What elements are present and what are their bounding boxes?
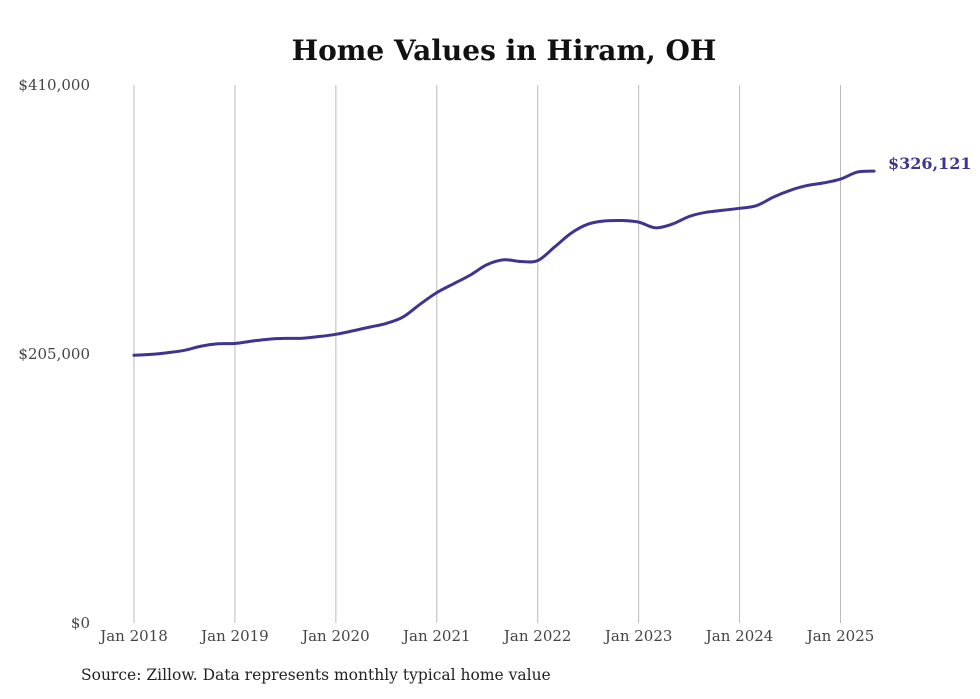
- x-tick-label: Jan 2023: [603, 627, 673, 645]
- x-tick-label: Jan 2024: [704, 627, 774, 645]
- x-tick-label: Jan 2020: [300, 627, 370, 645]
- x-tick-label: Jan 2022: [502, 627, 572, 645]
- y-tick-label: $0: [71, 614, 90, 632]
- x-tick-label: Jan 2025: [805, 627, 875, 645]
- source-note: Source: Zillow. Data represents monthly …: [81, 666, 551, 684]
- x-axis-ticks: Jan 2018 Jan 2019 Jan 2020 Jan 2021 Jan 2022…: [98, 627, 874, 645]
- x-tick-label: Jan 2018: [98, 627, 168, 645]
- x-tick-label: Jan 2019: [199, 627, 269, 645]
- y-tick-label: $410,000: [18, 76, 90, 94]
- gridlines: [133, 85, 841, 623]
- series-end-label: $326,121: [888, 154, 972, 173]
- x-tick-label: Jan 2021: [401, 627, 471, 645]
- chart-title: Home Values in Hiram, OH: [292, 34, 717, 67]
- y-axis-ticks: $0 $205,000 $410,000: [18, 76, 90, 632]
- y-tick-label: $205,000: [18, 345, 90, 363]
- series-line: [132, 169, 876, 357]
